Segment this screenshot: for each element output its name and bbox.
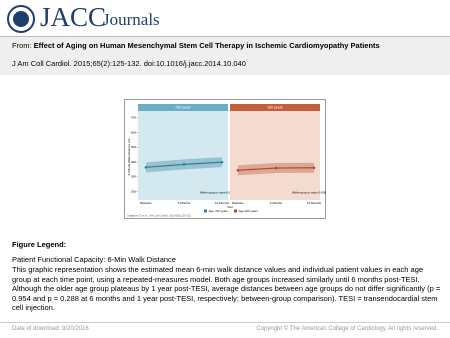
source-title: Effect of Aging on Human Mesenchymal Ste… [33,41,380,50]
y-tick-label: 300 [131,175,136,179]
logo-title: Journals [103,10,160,29]
legend-subtitle: Patient Functional Capacity: 6-Min Walk … [12,255,176,264]
panel-bg [230,104,320,200]
figure: <60 years Baseline 6 Months 12 Months Within… [124,99,326,219]
y-tick-label: 500 [131,145,136,149]
panel-note: Within group p value 0.0088 [292,191,326,195]
logo-text: JACC [40,2,107,32]
source-line: From: Effect of Aging on Human Mesenchym… [12,41,380,50]
citation: J Am Coll Cardiol. 2015;65(2):125-132. d… [12,59,246,68]
y-axis-title: 6-Minute Walk Distance (m) [127,139,131,176]
panel-header [138,104,228,111]
mean-point [274,166,278,170]
x-axis-title: Visit [227,205,233,209]
footer-copyright: Copyright © The American College of Card… [256,326,438,332]
legend-heading: Figure Legend: [12,240,67,249]
y-tick-label: 700 [131,116,136,120]
x-label: Baseline [232,201,244,205]
panel-title: ≥60 years [267,105,283,109]
y-tick-label: 200 [131,189,136,193]
mean-point [236,168,240,172]
legend-entry: Age <60 years [209,209,229,213]
panel-note: Within group p value 0.0001 [200,191,235,195]
source-band [0,36,450,75]
legend-swatch [234,209,237,213]
mean-point [220,160,224,164]
x-label: 12 Months [307,201,322,205]
panel-bg [138,104,228,200]
logo-seal [7,5,35,33]
figure-credit: Golpanian S, et al. J Am Coll Cardiol. 2… [127,215,192,218]
x-label: Baseline [140,201,152,205]
x-label: 6 Months [178,201,191,205]
panel-title: <60 years [175,105,191,109]
legend-body: This graphic representation shows the es… [12,265,441,312]
x-label: 6 Months [270,201,283,205]
source-label: From: [12,41,34,50]
mean-point [144,166,148,169]
y-tick-label: 600 [131,130,136,134]
legend-swatch [204,209,207,213]
footer-date: Date of download: 9/20/2016 [12,326,89,332]
y-tick-label: 400 [131,160,136,164]
panel-header [230,104,320,111]
mean-point [182,163,186,166]
mean-point [312,166,316,170]
x-label: 12 Months [215,201,230,205]
footer-rule [0,322,450,323]
legend-entry: Age ≥60 years [239,209,259,213]
